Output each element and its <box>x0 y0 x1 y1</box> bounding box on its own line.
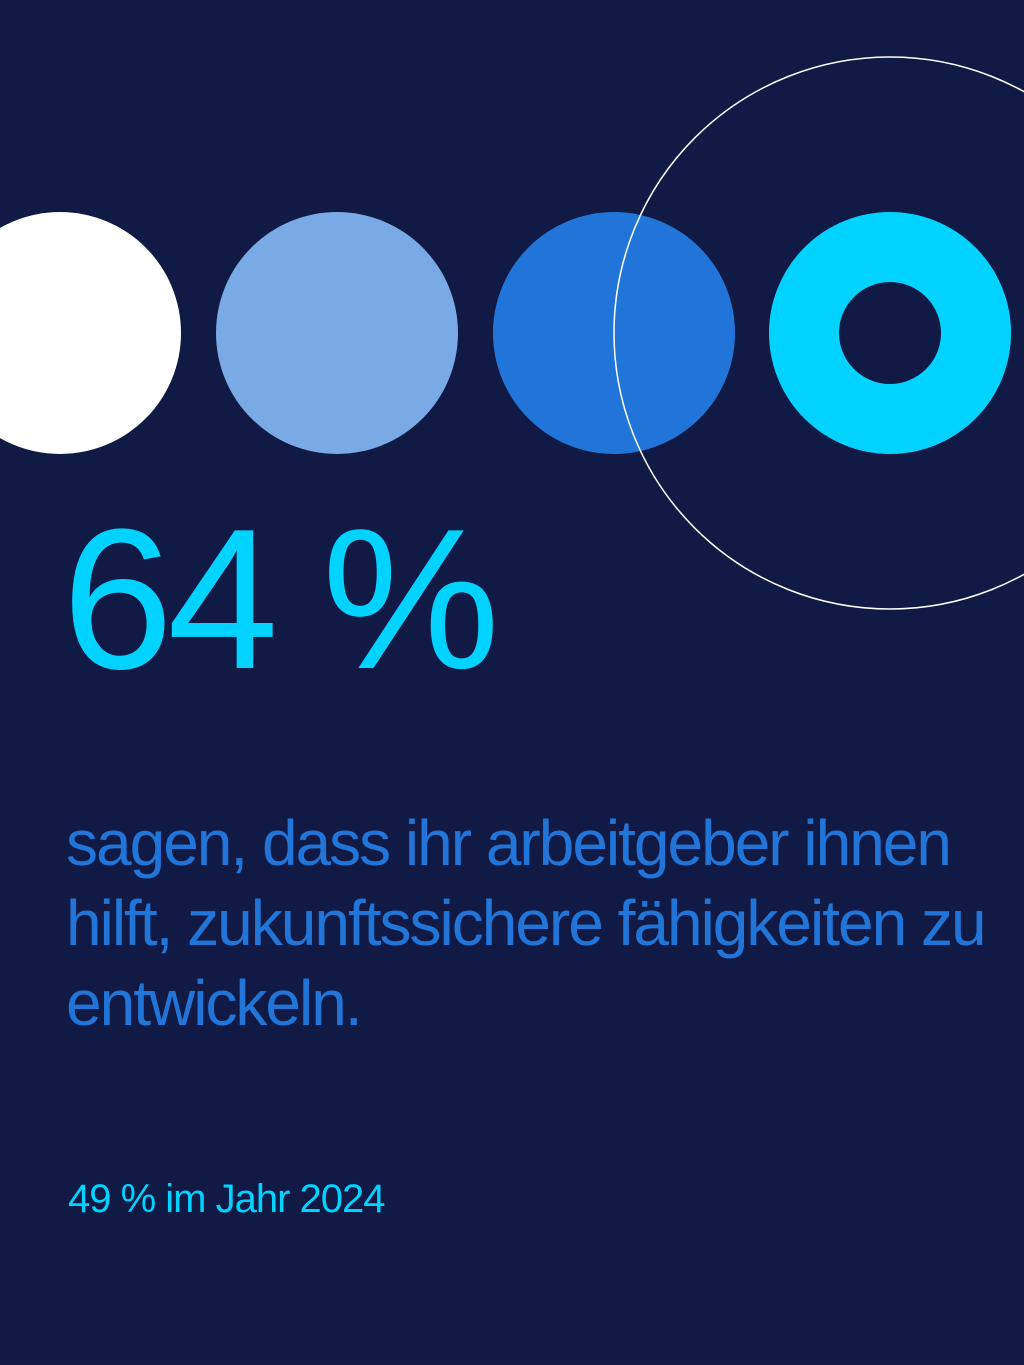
previous-year-note: 49 % im Jahr 2024 <box>68 1177 386 1221</box>
outline-circle-icon <box>613 56 1024 610</box>
stat-value: 64 % <box>62 488 500 711</box>
cyan-ring-icon <box>769 212 1011 454</box>
white-dot-icon <box>0 212 181 454</box>
stat-statement: sagen, dass ihr arbeitgeber ihnen hilft,… <box>66 807 987 1039</box>
light-blue-dot-icon <box>216 212 458 454</box>
